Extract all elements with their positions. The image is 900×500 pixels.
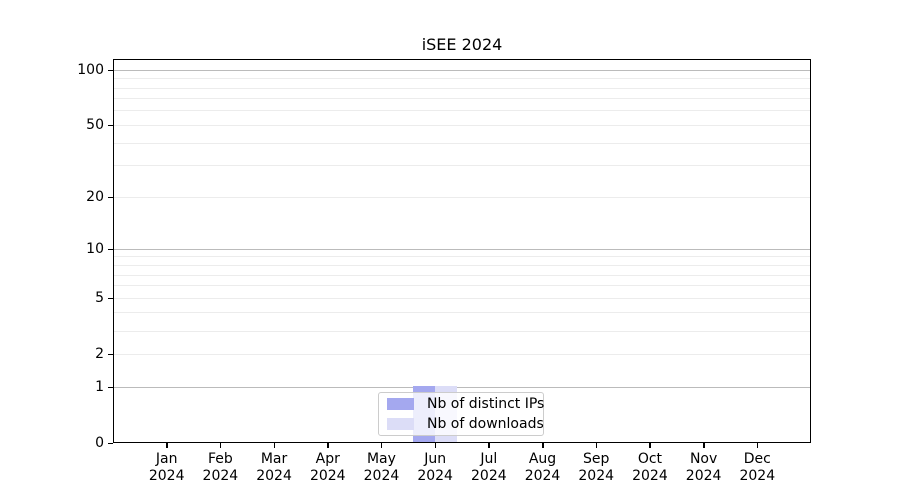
minor-gridline xyxy=(114,196,810,198)
x-tick-year: 2024 xyxy=(524,468,561,484)
minor-gridline xyxy=(114,297,810,299)
y-tick-label: 1 xyxy=(95,379,104,395)
y-tick-mark xyxy=(108,353,113,356)
y-tick-mark xyxy=(108,196,113,199)
x-tick-mark xyxy=(166,443,168,448)
x-tick-label: Feb 2024 xyxy=(180,451,260,485)
y-tick-label: 100 xyxy=(77,62,104,79)
x-tick-label: Jan 2024 xyxy=(127,451,207,485)
x-tick-month: Jun xyxy=(424,451,447,467)
x-tick-year: 2024 xyxy=(148,468,185,484)
x-tick-year: 2024 xyxy=(256,468,292,484)
x-tick-mark xyxy=(703,443,705,448)
minor-gridline xyxy=(114,285,810,287)
major-gridline xyxy=(114,248,810,250)
legend-swatch-icon xyxy=(387,418,414,430)
y-tick-label: 0 xyxy=(95,435,104,451)
legend-label: Nb of distinct IPs xyxy=(427,396,545,412)
x-tick-month: Jan xyxy=(155,451,178,467)
x-tick-label: Dec 2024 xyxy=(717,451,797,485)
x-tick-month: Sep xyxy=(583,451,610,467)
y-tick-label: 2 xyxy=(95,346,104,363)
x-tick-month: Oct xyxy=(637,451,663,467)
minor-gridline xyxy=(114,165,810,167)
y-tick-mark xyxy=(108,386,113,388)
x-tick-year: 2024 xyxy=(471,468,507,484)
x-tick-year: 2024 xyxy=(685,468,722,484)
x-tick-mark xyxy=(756,443,759,448)
minor-gridline xyxy=(114,142,810,144)
major-gridline xyxy=(114,69,810,71)
minor-gridline xyxy=(114,87,810,89)
x-tick-month: May xyxy=(366,451,396,467)
x-tick-mark xyxy=(488,443,490,448)
x-tick-year: 2024 xyxy=(202,468,239,484)
legend-entry: Nb of distinct IPs xyxy=(387,396,545,413)
minor-gridline xyxy=(114,124,810,126)
x-tick-label: Apr 2024 xyxy=(288,451,368,485)
plot-area xyxy=(113,59,811,443)
legend-swatch-icon xyxy=(387,398,414,410)
x-tick-mark xyxy=(380,443,383,448)
x-tick-label: Sep 2024 xyxy=(556,451,636,485)
minor-gridline xyxy=(114,110,810,112)
x-tick-label: May 2024 xyxy=(341,451,421,485)
y-tick-label: 20 xyxy=(86,189,104,206)
x-tick-year: 2024 xyxy=(417,468,453,484)
minor-gridline xyxy=(114,78,810,80)
minor-gridline xyxy=(114,98,810,100)
x-tick-mark xyxy=(649,443,651,448)
y-tick-mark xyxy=(108,69,113,72)
x-tick-year: 2024 xyxy=(363,468,400,484)
x-tick-label: Jul 2024 xyxy=(449,451,529,485)
x-tick-year: 2024 xyxy=(309,468,346,484)
minor-gridline xyxy=(114,274,810,276)
x-tick-label: Jun 2024 xyxy=(395,451,475,485)
minor-gridline xyxy=(114,312,810,314)
x-tick-mark xyxy=(542,443,544,448)
y-tick-label: 10 xyxy=(86,241,104,258)
x-tick-month: Jul xyxy=(480,451,498,467)
x-tick-label: Aug 2024 xyxy=(503,451,583,485)
x-tick-month: Dec xyxy=(743,451,771,467)
x-tick-mark xyxy=(219,443,222,448)
y-tick-mark xyxy=(108,442,113,444)
x-tick-month: Nov xyxy=(689,451,718,467)
y-tick-mark xyxy=(108,248,113,251)
x-tick-mark xyxy=(327,443,329,448)
minor-gridline xyxy=(114,330,810,332)
x-tick-month: Feb xyxy=(207,451,233,467)
legend-label: Nb of downloads xyxy=(427,416,544,432)
x-tick-month: Apr xyxy=(315,451,340,467)
x-tick-mark xyxy=(434,443,437,448)
y-tick-mark xyxy=(108,124,113,127)
legend: Nb of distinct IPs Nb of downloads xyxy=(378,392,544,436)
x-tick-month: Aug xyxy=(528,451,557,467)
x-tick-mark xyxy=(273,443,276,448)
legend-entry: Nb of downloads xyxy=(387,416,544,433)
x-tick-year: 2024 xyxy=(739,468,776,484)
x-tick-month: Mar xyxy=(260,451,288,467)
x-tick-label: Mar 2024 xyxy=(234,451,314,485)
minor-gridline xyxy=(114,353,810,355)
x-tick-mark xyxy=(595,443,598,448)
minor-gridline xyxy=(114,256,810,258)
x-tick-label: Oct 2024 xyxy=(610,451,690,485)
y-tick-label: 50 xyxy=(86,117,104,134)
major-gridline xyxy=(114,386,810,388)
y-tick-label: 5 xyxy=(95,290,104,307)
x-tick-year: 2024 xyxy=(578,468,615,484)
y-tick-mark xyxy=(108,297,113,300)
x-tick-label: Nov 2024 xyxy=(664,451,744,485)
minor-gridline xyxy=(114,265,810,266)
x-tick-year: 2024 xyxy=(632,468,668,484)
chart-title: iSEE 2024 xyxy=(421,35,503,54)
